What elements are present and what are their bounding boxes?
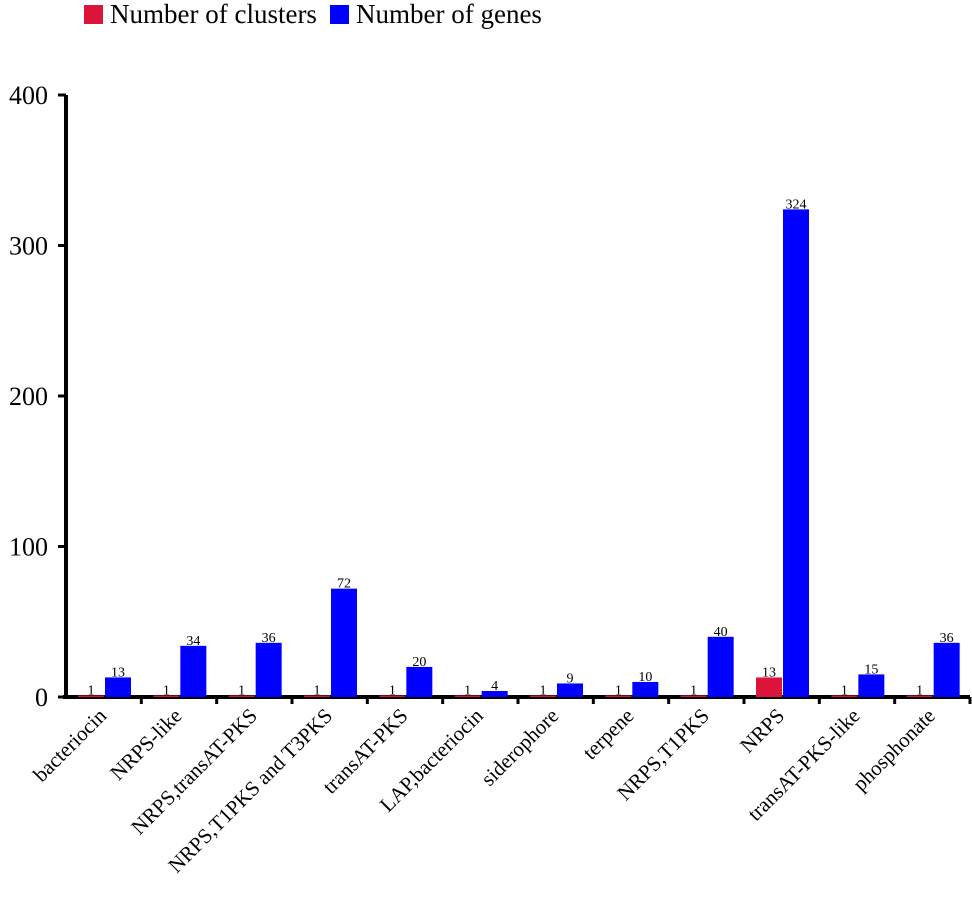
data-label: 15	[864, 662, 878, 677]
y-tick-label: 200	[9, 382, 48, 411]
y-tick-label: 300	[9, 232, 48, 261]
data-label: 1	[615, 683, 622, 698]
x-tick-label: terpene	[578, 704, 639, 765]
bar-clusters	[78, 695, 104, 697]
data-label: 34	[186, 634, 200, 649]
data-label: 1	[314, 683, 321, 698]
bar-clusters	[756, 677, 782, 697]
bar-genes	[331, 588, 357, 697]
x-tick-label: NRPS	[735, 704, 789, 758]
bar-genes	[481, 690, 508, 697]
bar-clusters	[228, 695, 255, 697]
data-label: 1	[916, 683, 923, 698]
bar-clusters	[530, 695, 556, 697]
legend-swatch-0	[84, 5, 103, 24]
data-label: 324	[786, 197, 807, 212]
x-tick-label: bacteriocin	[28, 703, 111, 786]
data-label: 1	[690, 683, 697, 698]
data-label: 4	[491, 679, 498, 694]
bar-clusters	[605, 695, 632, 697]
data-label: 1	[841, 683, 848, 698]
data-label: 13	[762, 665, 776, 680]
bar-clusters	[379, 695, 406, 697]
data-label: 40	[714, 625, 728, 640]
data-label: 1	[540, 683, 547, 698]
bars: 1 13 1 34 1 36 1 72 1 20 1 4 1 9 1 10 1 40 13 324 1 15 1 36	[78, 197, 960, 698]
data-label: 9	[567, 671, 574, 686]
data-label: 10	[638, 670, 652, 685]
bar-clusters	[153, 695, 180, 697]
bar-genes	[180, 645, 207, 697]
data-label: 1	[88, 683, 95, 698]
axes: 0 100 200 300 400 bacteriocinNRPS-likeNRPS,tr…	[9, 81, 972, 877]
x-tick-label: NRPS-like	[105, 704, 186, 785]
bar-genes	[858, 674, 885, 697]
data-label: 1	[238, 683, 245, 698]
bar-clusters	[304, 695, 330, 697]
data-label: 20	[412, 655, 426, 670]
legend: Number of clusters Number of genes	[84, 0, 542, 29]
legend-label-1: Number of genes	[356, 0, 542, 29]
bar-clusters	[831, 695, 858, 697]
bar-genes	[632, 681, 659, 697]
data-label: 36	[262, 631, 276, 646]
data-label: 1	[163, 683, 170, 698]
data-label: 36	[940, 631, 954, 646]
legend-label-0: Number of clusters	[110, 0, 317, 29]
x-tick-label: siderophore	[476, 704, 563, 791]
data-label: 72	[337, 577, 351, 592]
bar-clusters	[680, 695, 707, 697]
bar-genes	[707, 636, 734, 697]
bar-genes	[255, 642, 282, 697]
x-tick-label: phosphonate	[848, 704, 940, 796]
x-tick-label: NRPS,transAT-PKS	[126, 704, 262, 840]
data-label: 1	[389, 683, 396, 698]
bar-genes	[783, 209, 809, 697]
bar-clusters	[906, 695, 933, 697]
y-tick-label: 0	[35, 683, 48, 712]
y-tick-label: 400	[9, 81, 48, 110]
y-tick-label: 100	[9, 533, 48, 562]
bar-genes	[406, 666, 433, 697]
data-label: 13	[111, 665, 125, 680]
bar-genes	[933, 642, 960, 697]
bar-genes	[105, 677, 131, 697]
bar-clusters	[454, 695, 481, 697]
data-label: 1	[464, 683, 471, 698]
bar-genes	[557, 683, 583, 697]
legend-swatch-1	[330, 5, 349, 24]
